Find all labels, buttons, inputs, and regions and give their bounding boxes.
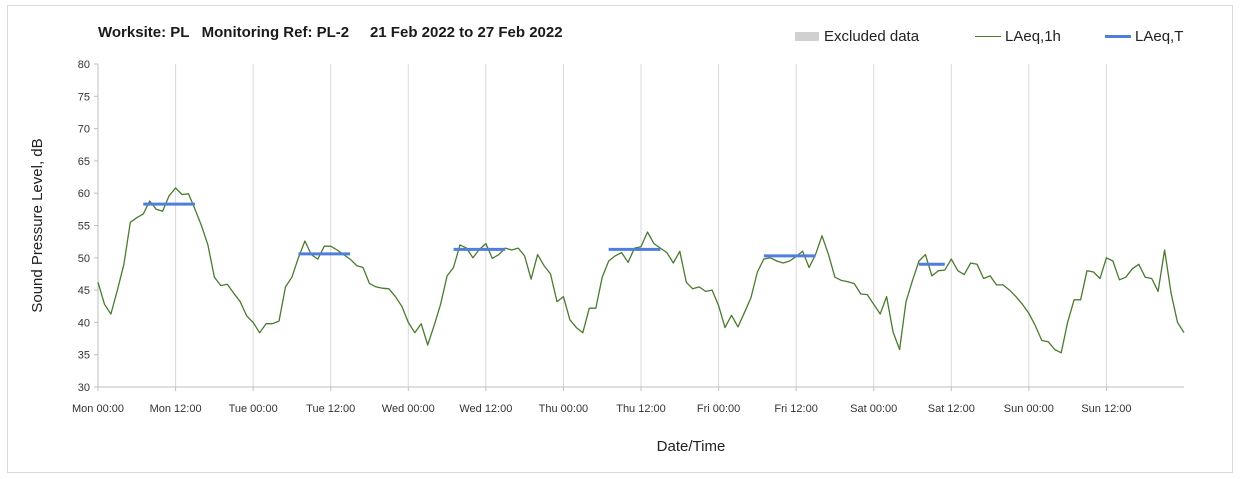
y-tick-label: 80 — [78, 59, 90, 71]
x-tick-label: Mon 00:00 — [72, 403, 124, 415]
legend-period-swatch — [1105, 35, 1131, 38]
y-tick-label: 65 — [78, 156, 90, 168]
legend-excluded: Excluded data — [795, 28, 919, 45]
x-tick-label: Tue 12:00 — [306, 403, 355, 415]
legend-period: LAeq,T — [1105, 28, 1183, 45]
x-tick-label: Tue 00:00 — [229, 403, 278, 415]
x-tick-label: Wed 12:00 — [459, 403, 512, 415]
x-tick-label: Fri 00:00 — [697, 403, 740, 415]
x-tick-label: Fri 12:00 — [774, 403, 817, 415]
y-tick-label: 40 — [78, 317, 90, 329]
y-tick-label: 75 — [78, 91, 90, 103]
x-tick-label: Sun 00:00 — [1004, 403, 1054, 415]
y-tick-label: 60 — [78, 188, 90, 200]
y-tick-label: 50 — [78, 253, 90, 265]
series-line-laeq-1h — [97, 187, 1185, 354]
x-tick-label: Sat 12:00 — [928, 403, 975, 415]
legend-period-label: LAeq,T — [1135, 28, 1184, 45]
x-tick-label: Thu 12:00 — [616, 403, 666, 415]
y-tick-label: 30 — [78, 382, 90, 394]
x-tick-label: Wed 00:00 — [382, 403, 435, 415]
y-axis-label: Sound Pressure Level, dB — [29, 138, 46, 312]
x-tick-label: Sat 00:00 — [850, 403, 897, 415]
legend-hourly: LAeq,1h — [975, 28, 1061, 45]
y-tick-label: 35 — [78, 350, 90, 362]
x-tick-label: Sun 12:00 — [1081, 403, 1131, 415]
legend-hourly-label: LAeq,1h — [1005, 28, 1061, 45]
y-tick-label: 70 — [78, 124, 90, 136]
x-tick-label: Thu 00:00 — [539, 403, 589, 415]
x-tick-label: Mon 12:00 — [150, 403, 202, 415]
y-tick-label: 45 — [78, 285, 90, 297]
legend-excluded-label: Excluded data — [824, 28, 920, 45]
y-tick-label: 55 — [78, 221, 90, 233]
chart-title: Worksite: PL Monitoring Ref: PL-2 21 Feb… — [98, 24, 563, 41]
legend-excluded-swatch — [795, 32, 819, 41]
legend-hourly-swatch — [975, 36, 1001, 37]
x-axis-label: Date/Time — [657, 438, 726, 455]
